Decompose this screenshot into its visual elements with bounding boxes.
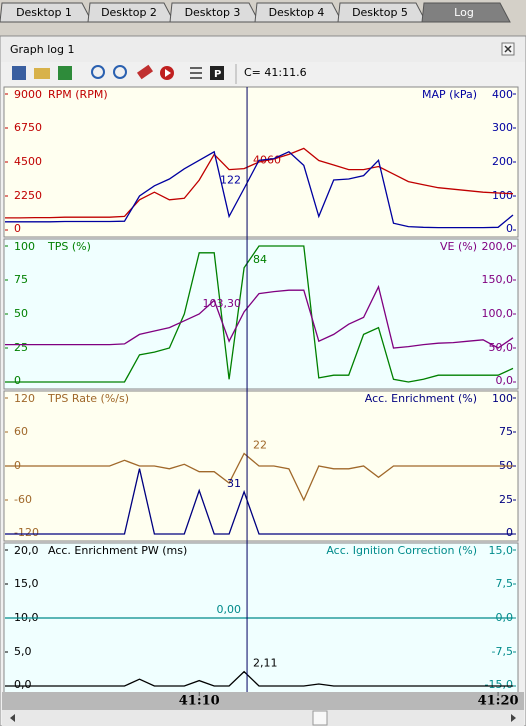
y-tick-label: 5,0 — [14, 645, 32, 658]
tab-label: Desktop 4 — [269, 6, 325, 19]
y2-tick-label: 300 — [492, 121, 513, 134]
series-line — [5, 245, 514, 383]
y-tick-label: 100 — [14, 240, 35, 253]
y2-tick-label: 200,0 — [482, 240, 514, 253]
tab-label: Desktop 5 — [352, 6, 408, 19]
series-line — [5, 468, 513, 535]
tab-label: Desktop 2 — [101, 6, 157, 19]
p-icon[interactable] — [210, 66, 224, 80]
cursor-value-label: 31 — [227, 477, 241, 490]
series-name: MAP (kPa) — [422, 88, 477, 101]
y-tick-label: 15,0 — [14, 577, 39, 590]
y-tick-label: 0,0 — [14, 678, 32, 691]
time-axis-bar — [2, 692, 524, 710]
svg-text:P: P — [214, 69, 221, 80]
time-axis: 41:10 41:20 — [179, 692, 519, 709]
cursor-value-label: 0,00 — [217, 603, 242, 616]
series-line — [5, 147, 514, 219]
y2-tick-label: -7,5 — [492, 645, 513, 658]
tab[interactable] — [0, 2, 93, 23]
erase-icon[interactable] — [136, 64, 154, 80]
y2-tick-label: 15,0 — [489, 544, 514, 557]
y2-tick-label: 400 — [492, 88, 513, 101]
y2-tick-label: 0,0 — [496, 374, 514, 387]
series-name: Acc. Ignition Correction (%) — [326, 544, 477, 557]
y2-tick-label: 100 — [492, 189, 513, 202]
tab[interactable] — [337, 2, 427, 23]
tab[interactable] — [87, 2, 175, 23]
y-tick-label: 2250 — [14, 189, 42, 202]
series-name: TPS Rate (%/s) — [47, 392, 129, 405]
window-title: Graph log 1 — [10, 43, 75, 56]
series-line — [5, 284, 514, 349]
y-tick-label: 25 — [14, 341, 28, 354]
close-button[interactable] — [501, 42, 515, 56]
cursor-value-label: 103,30 — [203, 297, 242, 310]
y2-tick-label: -15,0 — [485, 678, 513, 691]
tab[interactable] — [254, 2, 343, 23]
series-line — [5, 150, 514, 229]
y-tick-label: 9000 — [14, 88, 42, 101]
y-tick-label: -60 — [14, 493, 32, 506]
y-tick-label: -120 — [14, 526, 39, 539]
cursor-value-label: 4060 — [253, 154, 281, 167]
cursor-value-label: 22 — [253, 439, 267, 452]
cursor-value-label: 2,11 — [253, 657, 277, 670]
zoom-out-icon[interactable] — [113, 65, 127, 79]
y-tick-label: 6750 — [14, 121, 42, 134]
tab-bar: Desktop 1 Desktop 2 Desktop 3 Desktop 4 Desk… — [0, 2, 511, 23]
y-tick-label: 0 — [14, 374, 21, 387]
toolbar: P C= 41:11.6 — [2, 62, 524, 86]
plot-background — [3, 238, 519, 390]
series-name: TPS (%) — [47, 240, 91, 253]
y-tick-label: 20,0 — [14, 544, 39, 557]
zoom-in-icon[interactable] — [91, 65, 105, 79]
series-name: RPM (RPM) — [48, 88, 108, 101]
cursor-value-label: 84 — [253, 253, 267, 266]
y2-tick-label: 0 — [506, 526, 513, 539]
y-tick-label: 120 — [14, 392, 35, 405]
title-bar — [1, 37, 525, 62]
series-line — [5, 670, 513, 687]
series-name: Acc. Enrichment PW (ms) — [48, 544, 187, 557]
series-name: Acc. Enrichment (%) — [365, 392, 477, 405]
tab[interactable] — [169, 2, 260, 23]
tab-label: Log — [454, 6, 474, 19]
x-tick-label: 41:10 — [179, 694, 220, 709]
series-line — [5, 452, 513, 502]
cursor-value-label: 122 — [220, 174, 241, 187]
y-tick-label: 4500 — [14, 155, 42, 168]
save-icon[interactable] — [12, 66, 26, 80]
list-icon[interactable] — [190, 67, 202, 79]
y2-tick-label: 100 — [492, 392, 513, 405]
y-tick-label: 50 — [14, 307, 28, 320]
y2-tick-label: 0 — [506, 222, 513, 235]
y2-tick-label: 50,0 — [489, 341, 514, 354]
series-name: VE (%) — [440, 240, 477, 253]
tab[interactable] — [421, 2, 511, 23]
tab-label: Desktop 1 — [16, 6, 72, 19]
y2-tick-label: 7,5 — [496, 577, 514, 590]
y2-tick-label: 100,0 — [482, 307, 514, 320]
tab-label: Desktop 3 — [185, 6, 241, 19]
y-tick-label: 60 — [14, 425, 28, 438]
y-tick-label: 75 — [14, 273, 28, 286]
open-icon[interactable] — [34, 68, 50, 79]
cursor-readout: C= 41:11.6 — [244, 66, 307, 79]
y2-tick-label: 150,0 — [482, 273, 514, 286]
y2-tick-label: 75 — [499, 425, 513, 438]
y2-tick-label: 200 — [492, 155, 513, 168]
scrollbar[interactable] — [2, 710, 524, 726]
y2-tick-label: 25 — [499, 493, 513, 506]
y-tick-label: 0 — [14, 222, 21, 235]
x-tick-label: 41:20 — [478, 694, 519, 709]
excel-icon[interactable] — [58, 66, 72, 80]
